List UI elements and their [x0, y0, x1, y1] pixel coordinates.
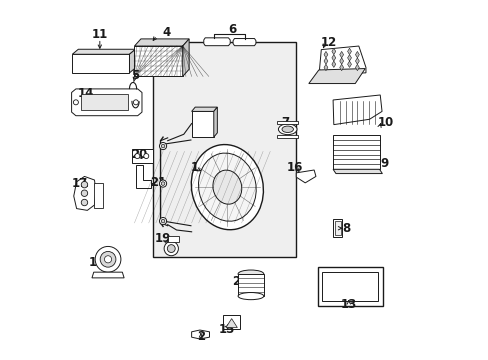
Text: 3: 3: [191, 109, 200, 122]
Text: 14: 14: [78, 87, 94, 100]
Polygon shape: [74, 176, 96, 210]
Text: 17: 17: [72, 177, 88, 190]
Polygon shape: [308, 68, 365, 84]
Bar: [191, 111, 213, 137]
Polygon shape: [72, 49, 135, 54]
Bar: [168, 236, 179, 242]
Circle shape: [81, 199, 87, 206]
Bar: [276, 135, 298, 138]
Text: 2: 2: [197, 330, 204, 343]
Bar: [132, 149, 152, 163]
Polygon shape: [347, 61, 351, 67]
Circle shape: [159, 217, 166, 225]
Text: 22: 22: [231, 275, 247, 288]
Text: 8: 8: [341, 222, 349, 235]
Polygon shape: [319, 46, 365, 75]
Bar: [334, 221, 340, 235]
Bar: [322, 272, 378, 301]
Bar: [223, 315, 240, 329]
Text: 21: 21: [150, 176, 166, 189]
Polygon shape: [225, 319, 237, 328]
Text: 1: 1: [190, 161, 198, 174]
Polygon shape: [331, 48, 335, 55]
Polygon shape: [355, 51, 359, 58]
Polygon shape: [324, 51, 327, 58]
Polygon shape: [129, 49, 135, 73]
Polygon shape: [135, 165, 151, 188]
Ellipse shape: [238, 293, 263, 300]
Ellipse shape: [278, 124, 296, 135]
Circle shape: [135, 154, 140, 158]
Polygon shape: [324, 58, 327, 64]
Bar: [94, 183, 103, 207]
Circle shape: [104, 256, 111, 263]
Ellipse shape: [238, 270, 263, 278]
Text: 10: 10: [377, 116, 393, 129]
Text: 5: 5: [131, 69, 140, 82]
Circle shape: [100, 251, 116, 267]
Bar: [317, 267, 382, 306]
Polygon shape: [332, 95, 381, 125]
Circle shape: [159, 143, 166, 150]
Ellipse shape: [198, 153, 256, 221]
Polygon shape: [213, 107, 217, 137]
Text: 4: 4: [162, 26, 170, 39]
Circle shape: [73, 100, 78, 105]
Bar: [81, 94, 128, 111]
Circle shape: [95, 247, 121, 272]
Text: 18: 18: [89, 256, 105, 269]
Polygon shape: [332, 169, 382, 174]
Polygon shape: [134, 39, 189, 46]
Bar: [72, 54, 129, 73]
Polygon shape: [191, 330, 209, 339]
Text: 20: 20: [131, 148, 147, 161]
Bar: [153, 42, 296, 257]
Polygon shape: [339, 64, 343, 71]
Polygon shape: [331, 61, 335, 67]
Text: 13: 13: [340, 298, 356, 311]
Polygon shape: [347, 48, 351, 55]
Circle shape: [143, 154, 148, 158]
Circle shape: [81, 181, 87, 188]
Circle shape: [167, 245, 175, 252]
Circle shape: [164, 242, 178, 256]
Ellipse shape: [191, 145, 263, 230]
Circle shape: [161, 182, 164, 185]
Circle shape: [161, 219, 164, 223]
Circle shape: [133, 100, 138, 105]
Polygon shape: [233, 39, 255, 46]
Polygon shape: [355, 64, 359, 71]
Ellipse shape: [282, 126, 293, 132]
Polygon shape: [324, 64, 327, 71]
Polygon shape: [296, 170, 315, 183]
Text: 9: 9: [380, 157, 388, 170]
Text: 6: 6: [228, 23, 236, 36]
Bar: [134, 46, 183, 76]
Polygon shape: [71, 89, 142, 116]
Text: 7: 7: [281, 116, 289, 129]
Polygon shape: [347, 55, 351, 61]
Circle shape: [159, 180, 166, 187]
Text: 12: 12: [320, 36, 336, 49]
Polygon shape: [203, 38, 230, 46]
Bar: [332, 219, 341, 237]
Polygon shape: [331, 55, 335, 61]
Bar: [332, 135, 379, 169]
Circle shape: [81, 190, 87, 197]
Polygon shape: [355, 58, 359, 64]
Text: 16: 16: [286, 161, 302, 174]
Polygon shape: [191, 107, 217, 111]
Ellipse shape: [212, 170, 241, 204]
Polygon shape: [339, 58, 343, 64]
Text: 15: 15: [218, 323, 234, 336]
Circle shape: [161, 144, 164, 148]
Polygon shape: [92, 272, 124, 278]
Polygon shape: [339, 51, 343, 58]
Bar: [276, 121, 298, 124]
Text: 19: 19: [155, 233, 171, 246]
Text: 11: 11: [92, 28, 108, 41]
Polygon shape: [183, 39, 189, 76]
Bar: [238, 274, 263, 296]
